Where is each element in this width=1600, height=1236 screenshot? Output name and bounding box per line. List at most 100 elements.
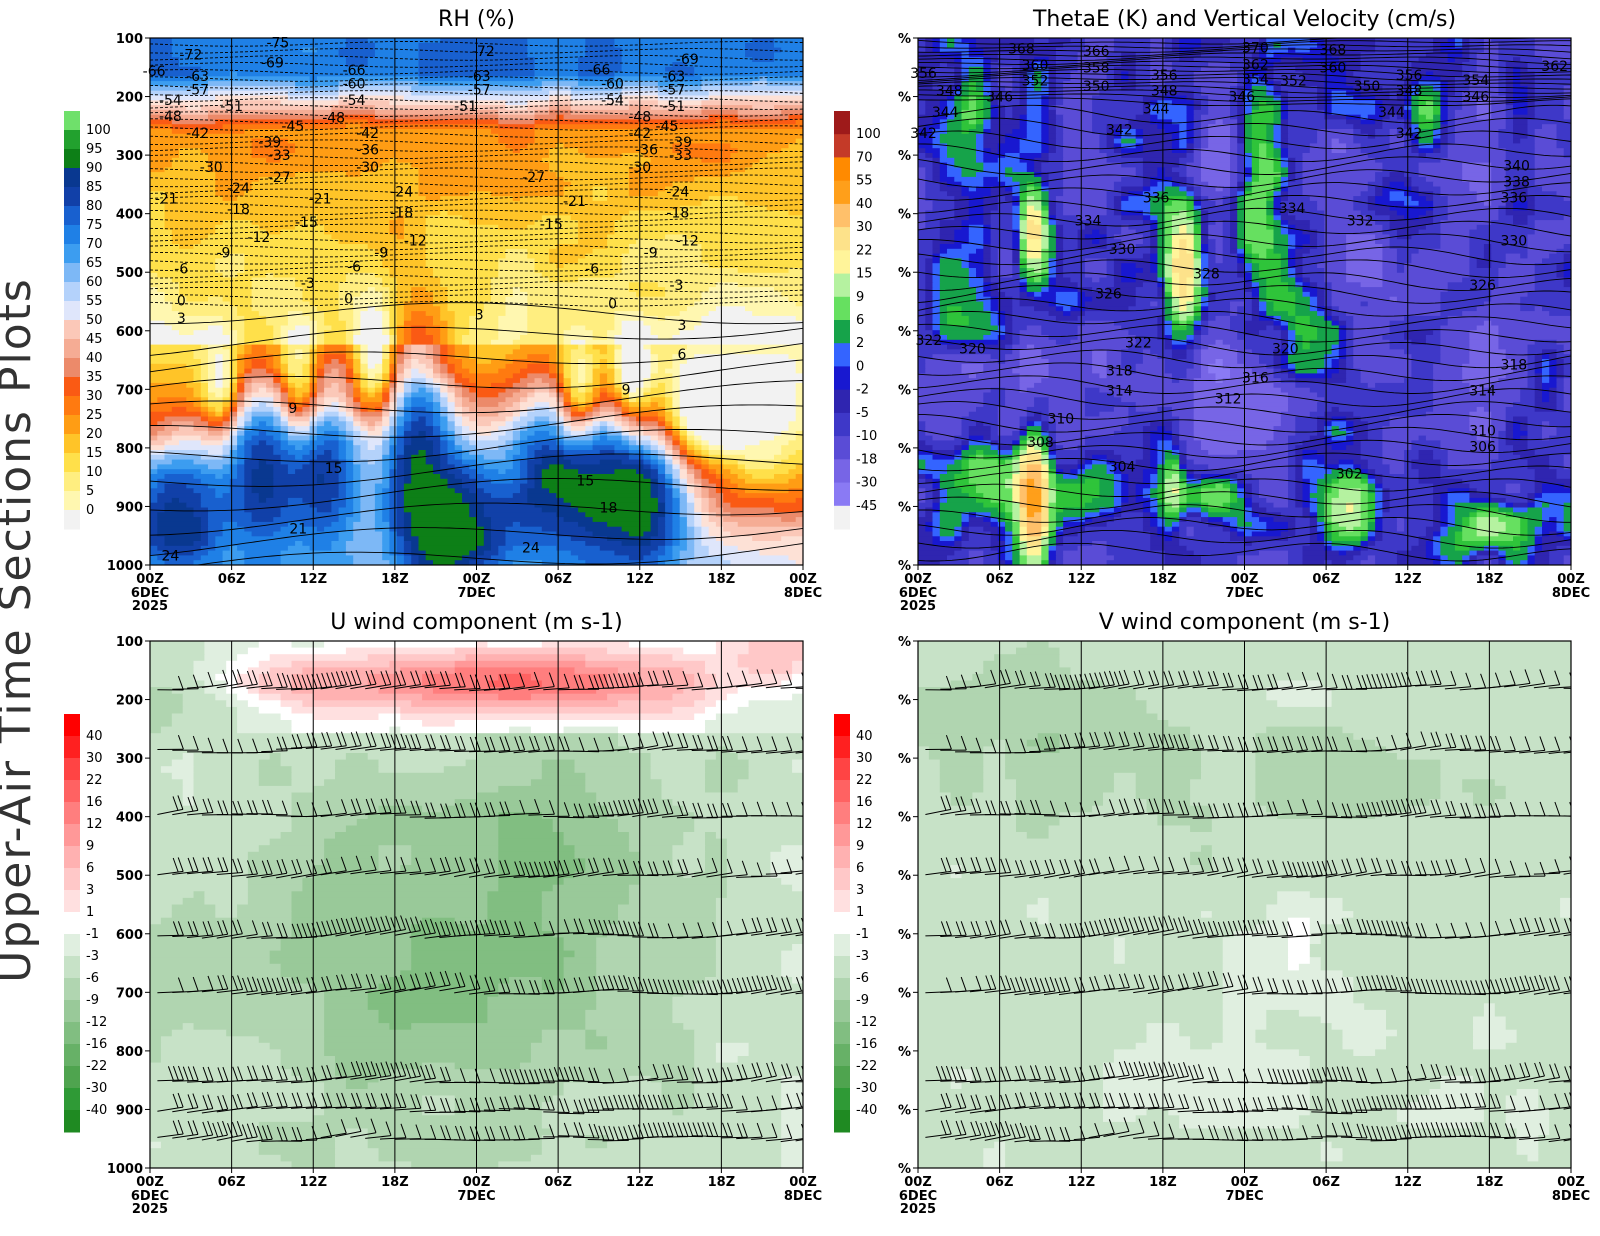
thetae-field-cell [1208, 181, 1231, 188]
thetae-field-cell [1375, 176, 1383, 183]
rh-field-cell [345, 435, 354, 441]
rh-field-cell [338, 474, 347, 480]
thetae-field-cell [1527, 248, 1558, 255]
thetae-field-cell [1447, 133, 1456, 140]
rh-field-cell [360, 387, 369, 394]
thetae-field-cell [1251, 100, 1260, 106]
rh-field-cell [650, 368, 659, 374]
rh-field-cell [505, 541, 586, 547]
rh-field-cell [208, 382, 216, 389]
rh-field-cell [563, 363, 572, 370]
rh-field-cell [382, 550, 391, 556]
rh-field-cell [462, 421, 478, 427]
rh-field-cell [454, 402, 463, 408]
thetae-field-cell [1244, 162, 1253, 168]
rh-field-cell [745, 42, 775, 49]
thetae-field-cell [990, 263, 999, 269]
thetae-field-cell [1208, 215, 1231, 221]
rh-field-cell [150, 497, 158, 504]
rh-field-cell [462, 478, 478, 485]
rh-field-cell [723, 445, 746, 451]
thetae-field-cell [1251, 105, 1260, 111]
rh-field-cell [679, 411, 797, 418]
thetae-field-cell [1026, 234, 1042, 240]
rh-field-cell [396, 545, 405, 552]
rh-field-cell [795, 416, 803, 422]
rh-field-cell [244, 129, 492, 135]
thetae-field-cell [1201, 224, 1209, 231]
rh-field-cell [491, 129, 536, 135]
rh-field-cell [382, 330, 391, 336]
rh-field-cell [570, 354, 594, 360]
thetae-field-cell [1469, 85, 1499, 92]
thetae-field-cell [1106, 129, 1115, 135]
rh-field-cell [345, 488, 354, 494]
rh-field-cell [353, 521, 376, 528]
rh-contour-label: 15 [576, 474, 594, 490]
rh-field-cell [171, 157, 209, 164]
thetae-field-cell [1251, 95, 1275, 101]
thetae-field-cell [1491, 109, 1507, 116]
thetae-field-cell [1237, 157, 1246, 164]
thetae-field-cell [1179, 124, 1188, 130]
thetae-field-cell [1193, 239, 1202, 245]
rh-field-cell [396, 483, 405, 489]
thetae-field-cell [1534, 114, 1565, 121]
rh-field-cell [657, 282, 717, 288]
thetae-field-cell [1462, 172, 1492, 178]
rh-field-cell [287, 330, 311, 336]
thetae-field-cell [1012, 76, 1021, 82]
thetae-field-cell [990, 85, 1006, 92]
rh-field-cell [628, 248, 703, 255]
rh-field-cell [788, 454, 803, 461]
rh-field-cell [324, 474, 340, 480]
rh-field-cell [353, 392, 362, 398]
rh-field-cell [396, 373, 405, 379]
thetae-field-cell [1201, 248, 1209, 255]
rh-field-cell [570, 325, 586, 331]
rh-field-cell [672, 507, 681, 513]
rh-y-tick-label: 200 [116, 91, 143, 106]
rh-field-cell [316, 392, 325, 398]
thetae-field-cell [1034, 38, 1050, 44]
rh-field-cell [164, 502, 187, 509]
rh-field-cell [215, 263, 245, 269]
rh-field-cell [679, 497, 688, 504]
thetae-field-cell [1063, 229, 1079, 235]
rh-field-cell [708, 526, 724, 533]
rh-field-cell [164, 296, 187, 303]
thetae-field-cell [1360, 62, 1412, 68]
thetae-field-cell [1244, 210, 1267, 216]
thetae-field-cell [1346, 253, 1383, 259]
rh-field-cell [150, 359, 202, 365]
thetae-field-cell [1055, 105, 1093, 111]
rh-field-cell [403, 430, 419, 437]
thetae-field-cell [1273, 109, 1282, 116]
rh-field-cell [193, 330, 224, 336]
rh-field-cell [614, 469, 637, 475]
rh-field-cell [650, 325, 695, 331]
rh-field-cell [251, 478, 274, 485]
rh-field-cell [215, 354, 224, 360]
thetae-field-cell [1012, 81, 1021, 87]
thetae-field-cell [1201, 244, 1209, 250]
rh-field-cell [621, 268, 739, 274]
rh-field-cell [200, 493, 216, 499]
rh-field-cell [389, 526, 398, 533]
rh-field-cell [563, 114, 710, 121]
rh-field-cell [447, 469, 463, 475]
rh-field-cell [592, 445, 615, 451]
thetae-field-cell [961, 263, 970, 269]
rh-field-cell [549, 162, 644, 168]
rh-y-tick-label: 1000 [107, 559, 143, 574]
thetae-field-cell [1171, 143, 1180, 149]
rh-field-cell [795, 397, 803, 403]
thetae-field-cell [1505, 157, 1536, 164]
thetae-field-cell [1019, 114, 1028, 121]
rh-field-cell [621, 387, 630, 394]
thetae-field-cell [968, 210, 984, 216]
rh-field-cell [389, 359, 398, 365]
rh-field-cell [338, 315, 354, 322]
thetae-field-cell [1208, 100, 1231, 106]
rh-field-cell [599, 363, 608, 370]
